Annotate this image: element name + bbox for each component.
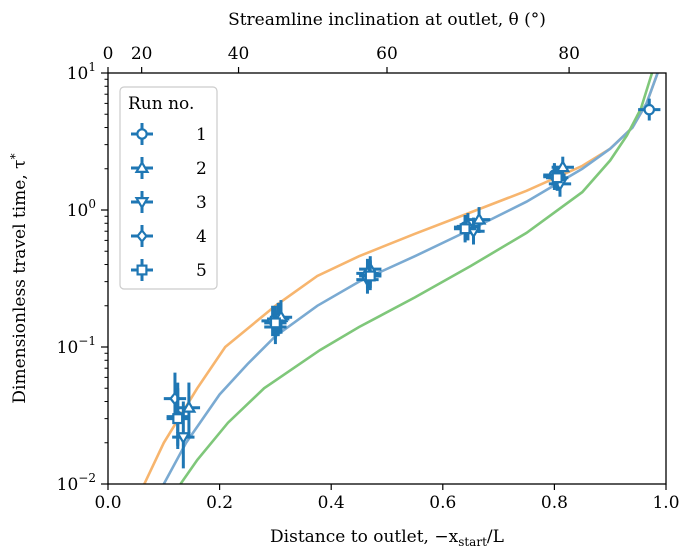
- top-tick-label-1: 20: [131, 44, 153, 64]
- x-tick-label-3: 0.6: [429, 493, 456, 513]
- legend-label-2: 2: [196, 159, 207, 179]
- top-tick-label-2: 40: [228, 44, 250, 64]
- ticks-layer: 0.0 0.2 0.4 0.6 0.8 1.0 0 20 40 60 80 10−2 10−1 100 10…: [57, 44, 680, 513]
- x-tick-label-5: 1.0: [652, 493, 679, 513]
- legend-label-5: 5: [196, 261, 207, 281]
- points-layer: [163, 98, 661, 469]
- top-axis-label: Streamline inclination at outlet, θ (°): [228, 10, 546, 30]
- y-axis-label-superscript: *: [8, 153, 22, 159]
- x-tick-label-2: 0.4: [318, 493, 345, 513]
- curves-layer: [143, 73, 659, 484]
- legend-box: [119, 86, 218, 290]
- x-axis-label: Distance to outlet, −xstart/L: [270, 527, 504, 549]
- blue-curve: [162, 73, 659, 484]
- series-5-point-3: [459, 223, 471, 235]
- x-tick-label-1: 0.2: [206, 493, 233, 513]
- series-5-point-2: [364, 270, 376, 282]
- series-5-point-4: [551, 172, 563, 184]
- x-tick-label-4: 0.8: [541, 493, 568, 513]
- top-tick-label-4: 80: [558, 44, 580, 64]
- series-4: [163, 164, 566, 423]
- series-5-point-0: [172, 413, 184, 425]
- legend-marker-5: [136, 264, 148, 276]
- legend: Run no.1 2 3 4 5: [119, 86, 218, 290]
- series-2-point-3: [471, 212, 487, 225]
- x-axis-label-tail: /L: [487, 527, 504, 547]
- top-tick-label-3: 60: [376, 44, 398, 64]
- x-tick-label-0: 0.0: [94, 493, 121, 513]
- legend-label-3: 3: [196, 193, 207, 213]
- series-2-point-4: [555, 159, 571, 173]
- legend-label-1: 1: [196, 125, 207, 145]
- y-axis-label-main: Dimensionless travel time, τ: [10, 159, 30, 403]
- series-1: [166, 98, 661, 450]
- legend-marker-2: [134, 160, 150, 173]
- y-tick-label-1: 10−1: [57, 334, 96, 358]
- orange-curve: [143, 73, 659, 484]
- series-2-point-0: [181, 400, 197, 413]
- y-axis-label: Dimensionless travel time, τ*: [8, 153, 30, 403]
- series-5-point-1: [269, 317, 281, 329]
- legend-marker-4: [136, 228, 148, 244]
- y-tick-label-2: 100: [67, 197, 96, 221]
- series-2: [177, 156, 574, 438]
- series-5: [166, 165, 569, 446]
- x-axis-label-main: Distance to outlet, −x: [270, 527, 459, 547]
- legend-label-4: 4: [196, 227, 207, 247]
- series-3-point-0: [175, 432, 191, 445]
- green-curve: [179, 73, 654, 484]
- legend-marker-1: [136, 128, 148, 140]
- y-tick-label-3: 101: [67, 60, 96, 84]
- top-tick-label-0: 0: [103, 44, 114, 64]
- x-axis-label-subscript: start: [458, 535, 487, 549]
- legend-marker-3: [134, 197, 150, 210]
- legend-title: Run no.: [128, 94, 194, 114]
- series-1-point-5: [643, 103, 656, 116]
- y-tick-label-0: 10−2: [57, 471, 96, 495]
